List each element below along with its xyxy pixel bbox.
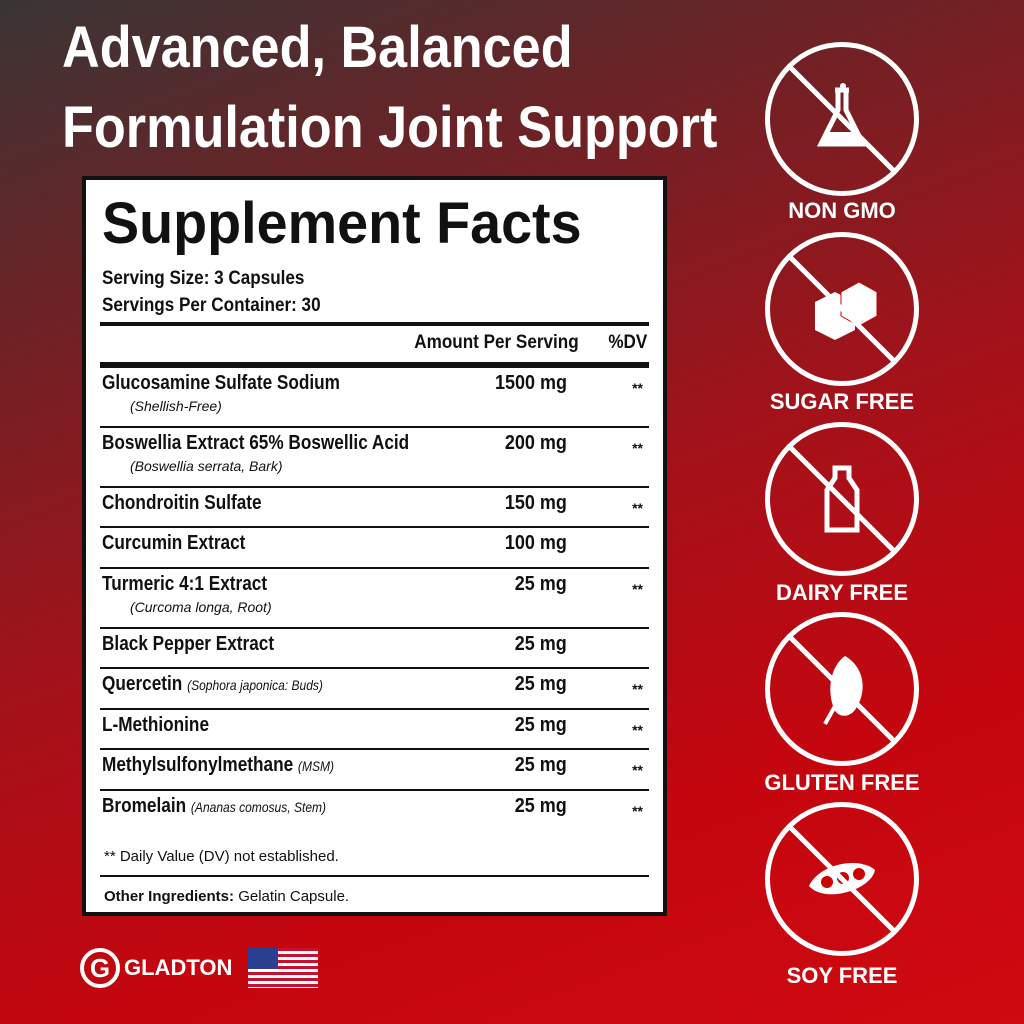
ingredient-row: Quercetin (Sophora japonica: Buds) 25 mg *…	[100, 669, 649, 710]
ingredient-dv: **	[632, 681, 643, 697]
ingredient-row: Turmeric 4:1 Extract (Curcoma longa, Root…	[100, 569, 649, 629]
logo-mark: G	[80, 948, 120, 988]
badge-label: SOY FREE	[786, 963, 898, 988]
serving-size: Serving Size: 3 Capsules	[102, 268, 305, 289]
badge-sugar-free	[765, 232, 919, 386]
other-value: Gelatin Capsule.	[238, 888, 350, 905]
ingredient-name: Quercetin (Sophora japonica: Buds)	[102, 673, 323, 695]
ingredient-amount: 200 mg	[504, 432, 567, 454]
ingredient-amount: 25 mg	[514, 633, 567, 655]
ingredient-amount: 25 mg	[514, 714, 567, 736]
other-ingredients: Other Ingredients: Gelatin Capsule.	[104, 888, 349, 905]
ingredient-source: (Ananas comosus, Stem)	[190, 799, 327, 815]
ingredient-dv: **	[632, 440, 643, 456]
badge-label: SUGAR FREE	[769, 389, 915, 414]
footnote: ** Daily Value (DV) not established.	[104, 848, 339, 865]
headline-line-1: Advanced, Balanced	[62, 15, 573, 80]
soybean-icon	[809, 863, 875, 895]
ingredient-source: (Shellish-Free)	[130, 398, 222, 414]
ingredient-amount: 25 mg	[514, 573, 567, 595]
ingredient-name: Turmeric 4:1 Extract	[102, 573, 268, 595]
supplement-facts-panel: Supplement Facts Serving Size: 3 Capsule…	[82, 176, 667, 916]
ingredient-name: L-Methionine	[102, 714, 210, 736]
brand-name: GLADTON	[124, 955, 233, 980]
ingredient-row: Boswellia Extract 65% Boswellic Acid (Bos…	[100, 428, 649, 488]
badge-label: DAIRY FREE	[775, 580, 909, 605]
us-flag-icon	[248, 948, 318, 988]
badge-soy-free	[765, 802, 919, 956]
brand-logo: G GLADTON	[80, 948, 232, 988]
ingredient-row: Glucosamine Sulfate Sodium (Shellish-Free…	[100, 368, 649, 428]
ingredient-name: Chondroitin Sulfate	[102, 492, 262, 514]
ingredient-name: Black Pepper Extract	[102, 633, 275, 655]
ingredient-dv: **	[632, 581, 643, 597]
ingredient-name: Bromelain (Ananas comosus, Stem)	[102, 795, 327, 817]
divider	[100, 322, 649, 326]
milk-bottle-icon	[824, 465, 860, 533]
facts-title: Supplement Facts	[102, 191, 582, 256]
servings-per-container: Servings Per Container: 30	[102, 295, 321, 316]
badge-non-gmo	[765, 42, 919, 196]
col-amount-header: Amount Per Serving	[414, 332, 579, 353]
other-label: Other Ingredients:	[104, 888, 235, 905]
ingredient-amount: 25 mg	[514, 754, 567, 776]
ingredient-source: (Sophora japonica: Buds)	[187, 677, 323, 693]
ingredient-row: Bromelain (Ananas comosus, Stem) 25 mg **	[100, 791, 649, 831]
ingredient-amount: 100 mg	[504, 532, 567, 554]
ingredient-amount: 150 mg	[504, 492, 567, 514]
ingredient-name: Boswellia Extract 65% Boswellic Acid	[102, 432, 410, 454]
ingredient-amount: 25 mg	[514, 673, 567, 695]
ingredient-name: Glucosamine Sulfate Sodium	[102, 372, 340, 394]
ingredient-name: Curcumin Extract	[102, 532, 246, 554]
sugar-cube-icon	[815, 281, 878, 340]
ingredient-dv: **	[632, 803, 643, 819]
ingredient-amount: 1500 mg	[494, 372, 567, 394]
ingredient-dv: **	[632, 762, 643, 778]
ingredient-source: (Boswellia serrata, Bark)	[130, 458, 283, 474]
col-dv-header: %DV	[608, 332, 647, 353]
badge-label: NON GMO	[788, 198, 896, 223]
flask-icon	[816, 83, 868, 147]
headline-line-2: Formulation Joint Support	[62, 95, 718, 160]
badge-label: GLUTEN FREE	[764, 770, 920, 795]
divider	[100, 875, 649, 877]
divider	[100, 362, 649, 368]
ingredient-dv: **	[632, 500, 643, 516]
badge-dairy-free	[765, 422, 919, 576]
ingredient-amount: 25 mg	[514, 795, 567, 817]
ingredient-name: Methylsulfonylmethane (MSM)	[102, 754, 335, 776]
ingredient-dv: **	[632, 380, 643, 396]
ingredient-source: (MSM)	[297, 758, 335, 774]
ingredient-row: Methylsulfonylmethane (MSM) 25 mg **	[100, 750, 649, 791]
ingredient-row: Curcumin Extract 100 mg	[100, 528, 649, 569]
ingredient-row: Black Pepper Extract 25 mg	[100, 629, 649, 669]
ingredient-dv: **	[632, 722, 643, 738]
badge-gluten-free	[765, 612, 919, 766]
leaf-icon	[823, 656, 863, 725]
ingredient-source: (Curcoma longa, Root)	[130, 599, 272, 615]
ingredient-row: L-Methionine 25 mg **	[100, 710, 649, 750]
ingredient-row: Chondroitin Sulfate 150 mg **	[100, 488, 649, 528]
